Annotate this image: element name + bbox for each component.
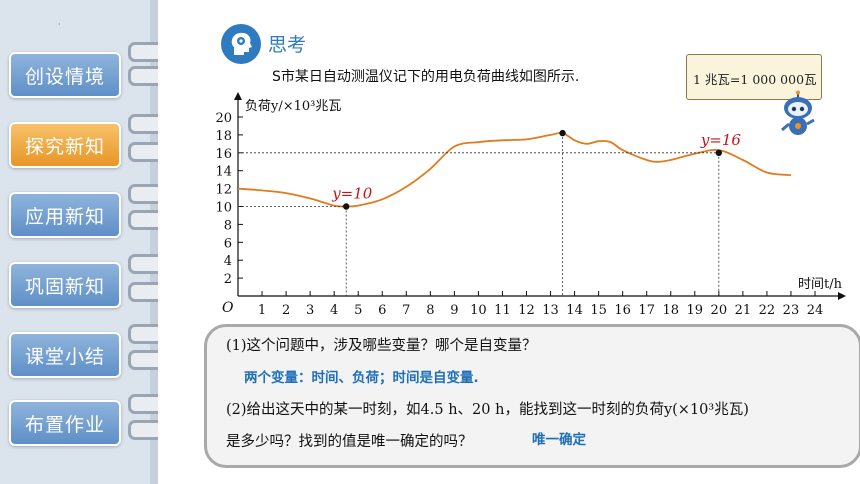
point-label: y=16 — [700, 131, 742, 149]
x-tick-label: 11 — [494, 303, 511, 318]
sidebar-item-summary[interactable]: 课堂小结 — [9, 332, 121, 378]
y-tick-label: 12 — [215, 183, 232, 198]
y-tick-label: 20 — [215, 111, 232, 126]
x-axis-arrow — [838, 292, 846, 300]
problem-intro: S市某日自动测温仪记下的用电负荷曲线如图所示. — [272, 69, 580, 85]
x-tick-label: 6 — [378, 303, 386, 318]
x-tick-label: 3 — [306, 303, 314, 318]
x-tick-label: 24 — [807, 303, 824, 318]
x-tick-label: 17 — [638, 303, 655, 318]
sidebar-item-explore-new[interactable]: 探究新知 — [9, 122, 121, 168]
sidebar-item-homework[interactable]: 布置作业 — [9, 400, 121, 446]
data-point — [342, 203, 350, 210]
y-tick-label: 10 — [215, 201, 232, 216]
x-tick-label: 2 — [282, 303, 290, 318]
y-axis-label: 负荷y/×10³兆瓦 — [245, 99, 341, 114]
x-tick-label: 22 — [759, 303, 776, 318]
x-axis-label: 时间t/h — [798, 277, 843, 292]
x-tick-label: 18 — [662, 303, 679, 318]
y-tick-label: 2 — [224, 272, 232, 287]
question-2-line-2: 是多少吗？找到的值是唯一确定的吗？ — [226, 434, 473, 450]
sidebar-item-apply-new[interactable]: 应用新知 — [9, 192, 121, 238]
robot-mascot-icon — [781, 90, 815, 135]
x-tick-label: 23 — [783, 303, 800, 318]
x-tick-label: 7 — [402, 303, 410, 318]
y-axis-arrow — [234, 92, 242, 100]
x-tick-label: 9 — [450, 303, 458, 318]
x-tick-label: 10 — [470, 303, 487, 318]
sidebar-rail — [150, 0, 158, 484]
x-tick-label: 19 — [687, 303, 704, 318]
data-point — [559, 129, 566, 137]
point-label: y=10 — [331, 185, 373, 203]
x-tick-label: 5 — [354, 303, 362, 318]
y-tick-label: 14 — [215, 165, 232, 180]
x-tick-label: 21 — [735, 303, 752, 318]
sidebar-item-create-situation[interactable]: 创设情境 — [9, 52, 121, 98]
origin-label: O — [222, 300, 234, 316]
x-tick-label: 8 — [426, 303, 434, 318]
unit-note-text: 1 兆瓦=1 000 000瓦 — [693, 72, 817, 87]
x-tick-label: 4 — [330, 303, 338, 318]
y-tick-label: 8 — [224, 218, 232, 233]
answer-2: 唯一确定 — [532, 432, 586, 448]
y-tick-label: 6 — [224, 236, 232, 251]
thinking-head-icon — [221, 24, 261, 64]
data-point — [715, 149, 723, 156]
sidebar-item-consolidate[interactable]: 巩固新知 — [9, 262, 121, 308]
corner-dot: · — [58, 20, 61, 29]
x-tick-label: 1 — [258, 303, 266, 318]
y-tick-label: 16 — [215, 147, 232, 162]
y-tick-label: 4 — [224, 254, 232, 269]
x-tick-label: 14 — [566, 303, 583, 318]
section-title: 思考 — [268, 34, 307, 56]
question-2-line-1: (2)给出这天中的某一时刻，如4.5 h、20 h，能找到这一时刻的负荷y(×1… — [226, 402, 749, 418]
x-tick-label: 20 — [711, 303, 728, 318]
answer-1: 两个变量：时间、负荷；时间是自变量. — [244, 370, 479, 386]
y-tick-label: 18 — [215, 129, 232, 144]
x-tick-label: 15 — [590, 303, 607, 318]
question-1: (1)这个问题中，涉及哪些变量？哪个是自变量？ — [226, 338, 537, 354]
x-tick-label: 12 — [518, 303, 535, 318]
x-tick-label: 16 — [614, 303, 631, 318]
x-tick-label: 13 — [542, 303, 559, 318]
